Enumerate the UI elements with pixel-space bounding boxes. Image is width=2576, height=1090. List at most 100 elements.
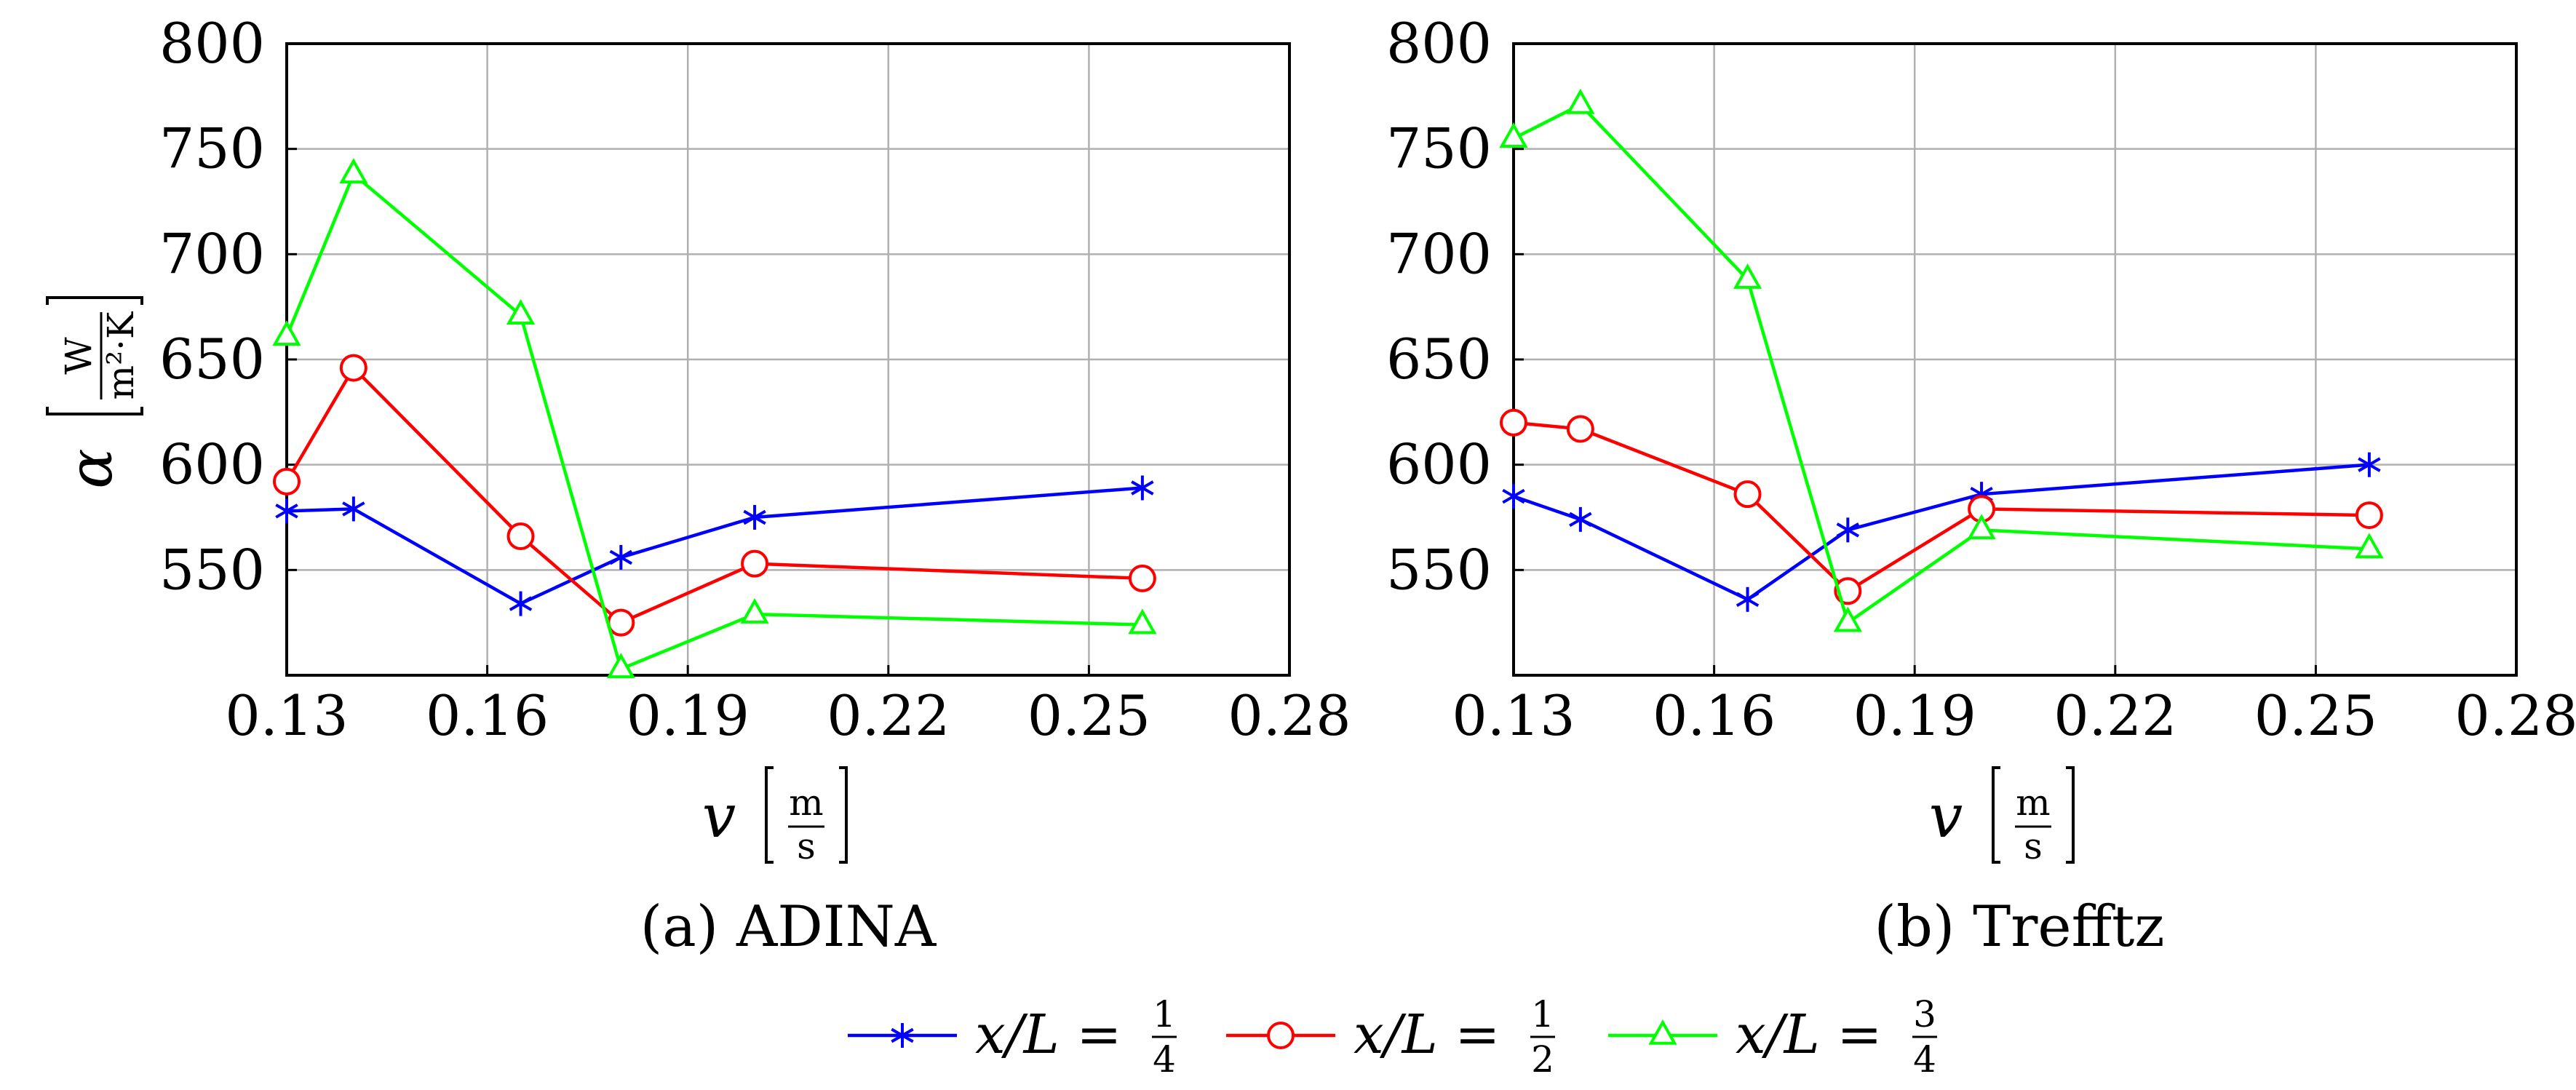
- y-tick-label: 650: [159, 327, 265, 391]
- data-point: [1733, 480, 1762, 509]
- legend-marker: [891, 1023, 914, 1048]
- legend-entry-2: x/L = 12: [1226, 993, 1555, 1081]
- legend-fraction-denominator: 4: [1153, 1038, 1176, 1081]
- right-bracket: [2066, 766, 2075, 864]
- y-axis-label: α W m²·K: [46, 296, 143, 489]
- legend-fraction-numerator: 3: [1913, 993, 1936, 1035]
- data-point: [2358, 452, 2381, 477]
- right-bracket: [839, 766, 848, 864]
- series-line: [1513, 421, 2369, 594]
- series-1: [275, 475, 1154, 616]
- series-line: [1512, 103, 2370, 626]
- y-tick-label: 700: [159, 221, 265, 286]
- left-bracket: [765, 766, 774, 864]
- y-tick-label: 700: [1386, 221, 1492, 286]
- data-point: [740, 598, 769, 624]
- chart-caption: (b) Trefftz: [1875, 894, 2165, 960]
- data-point: [506, 299, 536, 325]
- data-point: [1502, 484, 1525, 509]
- series-line: [286, 486, 1143, 606]
- chart-trefftz: 0.13 0.16 0.19 0.22 0.25 0.28 550 600 650 700 750 8…: [1386, 11, 2576, 960]
- x-axis-variable: v: [1929, 782, 1963, 851]
- data-point: [607, 608, 635, 637]
- legend: x/L = 14 x/L = 12 x/L = 34: [848, 993, 1937, 1081]
- y-unit-denominator: m²·K: [100, 311, 142, 399]
- x-tick-label: 0.13: [225, 683, 348, 748]
- legend-marker: [1648, 1019, 1677, 1045]
- x-unit-denominator: s: [2024, 825, 2043, 867]
- data-point: [1733, 263, 1762, 289]
- x-tick-label: 0.22: [827, 683, 950, 748]
- series-line: [1513, 463, 2370, 602]
- left-bracket: [46, 407, 143, 415]
- y-tick-label: 600: [159, 432, 265, 497]
- series-3: [272, 158, 1157, 679]
- y-tick-label: 650: [1386, 327, 1492, 391]
- data-point: [741, 549, 769, 578]
- chart-caption: (a) ADINA: [640, 894, 937, 960]
- data-point: [273, 467, 301, 496]
- data-point: [1128, 608, 1157, 634]
- data-point: [1833, 606, 1862, 632]
- data-point: [339, 354, 367, 382]
- legend-label: x/L =: [1736, 1003, 1882, 1066]
- data-point: [743, 505, 766, 530]
- legend-label: x/L =: [975, 1003, 1121, 1066]
- x-unit-numerator: m: [789, 781, 823, 824]
- data-point: [2355, 533, 2384, 559]
- data-point: [1499, 122, 1528, 148]
- legend-label: x/L =: [1353, 1003, 1500, 1066]
- x-axis-label: v ms: [702, 766, 848, 867]
- y-axis-variable: α: [57, 448, 126, 488]
- data-point: [1131, 475, 1154, 501]
- series-2: [273, 354, 1156, 637]
- y-tick-label: 600: [1386, 432, 1492, 497]
- x-unit-denominator: s: [797, 825, 816, 867]
- y-tick-label: 750: [1386, 116, 1492, 181]
- legend-fraction-numerator: 1: [1531, 993, 1554, 1035]
- legend-entry-3: x/L = 34: [1608, 993, 1937, 1081]
- data-point: [1566, 88, 1595, 114]
- y-tick-label: 550: [159, 537, 265, 602]
- y-tick-label: 800: [159, 11, 265, 76]
- x-tick-label: 0.25: [1027, 683, 1150, 748]
- x-tick-label: 0.19: [1853, 683, 1976, 748]
- y-tick-label: 750: [159, 116, 265, 181]
- x-tick-label: 0.16: [426, 683, 549, 748]
- data-point: [272, 320, 301, 346]
- data-point: [1566, 415, 1594, 443]
- data-point: [342, 496, 365, 522]
- right-bracket: [46, 296, 143, 305]
- data-point: [275, 498, 298, 524]
- x-axis-variable: v: [702, 782, 736, 851]
- series-line: [285, 365, 1142, 625]
- data-point: [1836, 517, 1860, 543]
- data-point: [1128, 564, 1156, 592]
- x-unit-numerator: m: [2016, 781, 2050, 824]
- y-tick-label: 800: [1386, 11, 1492, 76]
- series-2: [1500, 408, 2383, 605]
- x-tick-label: 0.22: [2054, 683, 2177, 748]
- data-point: [2355, 501, 2383, 530]
- x-tick-label: 0.19: [627, 683, 750, 748]
- legend-fraction-denominator: 2: [1531, 1038, 1554, 1081]
- data-point: [339, 158, 368, 184]
- x-axis-label: v ms: [1929, 766, 2075, 867]
- x-tick-label: 0.28: [1228, 683, 1351, 748]
- y-tick-label: 550: [1386, 537, 1492, 602]
- data-point: [606, 653, 635, 679]
- data-point: [609, 544, 633, 570]
- legend-marker: [1267, 1022, 1295, 1049]
- legend-fraction-denominator: 4: [1913, 1038, 1936, 1081]
- series-line: [285, 171, 1142, 672]
- data-point: [1736, 586, 1760, 612]
- data-point: [506, 522, 535, 551]
- series-3: [1499, 88, 2384, 632]
- x-tick-label: 0.13: [1452, 683, 1575, 748]
- chart-adina: 0.13 0.16 0.19 0.22 0.25 0.28 550 600 650 700 750 8…: [46, 11, 1351, 960]
- legend-entry-1: x/L = 14: [848, 993, 1177, 1081]
- legend-fraction-numerator: 1: [1153, 993, 1176, 1035]
- data-point: [1500, 408, 1527, 437]
- x-tick-label: 0.28: [2454, 683, 2576, 748]
- left-bracket: [1992, 766, 2000, 864]
